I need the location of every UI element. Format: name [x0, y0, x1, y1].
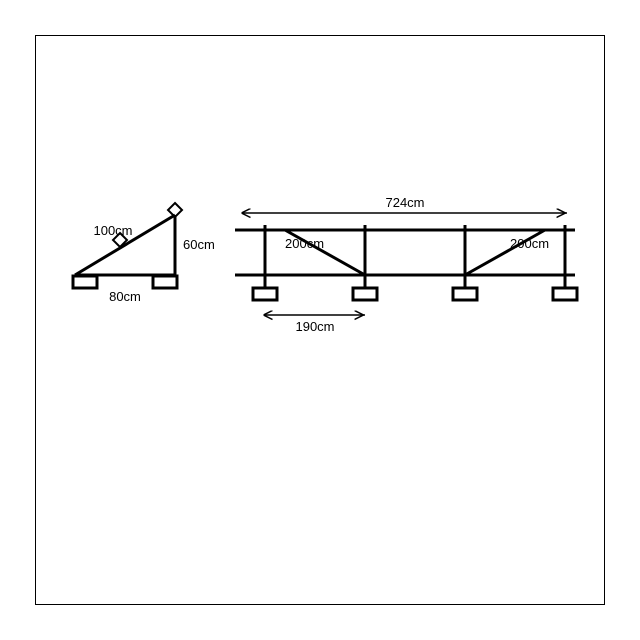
svg-text:200cm: 200cm: [285, 236, 324, 251]
svg-text:190cm: 190cm: [295, 319, 334, 334]
svg-text:100cm: 100cm: [93, 223, 132, 238]
technical-diagram: 100cm 60cm 80cm 724cm 200cm 200cm 190cm: [35, 35, 605, 605]
svg-text:80cm: 80cm: [109, 289, 141, 304]
svg-text:60cm: 60cm: [183, 237, 215, 252]
svg-text:200cm: 200cm: [510, 236, 549, 251]
svg-text:724cm: 724cm: [385, 195, 424, 210]
